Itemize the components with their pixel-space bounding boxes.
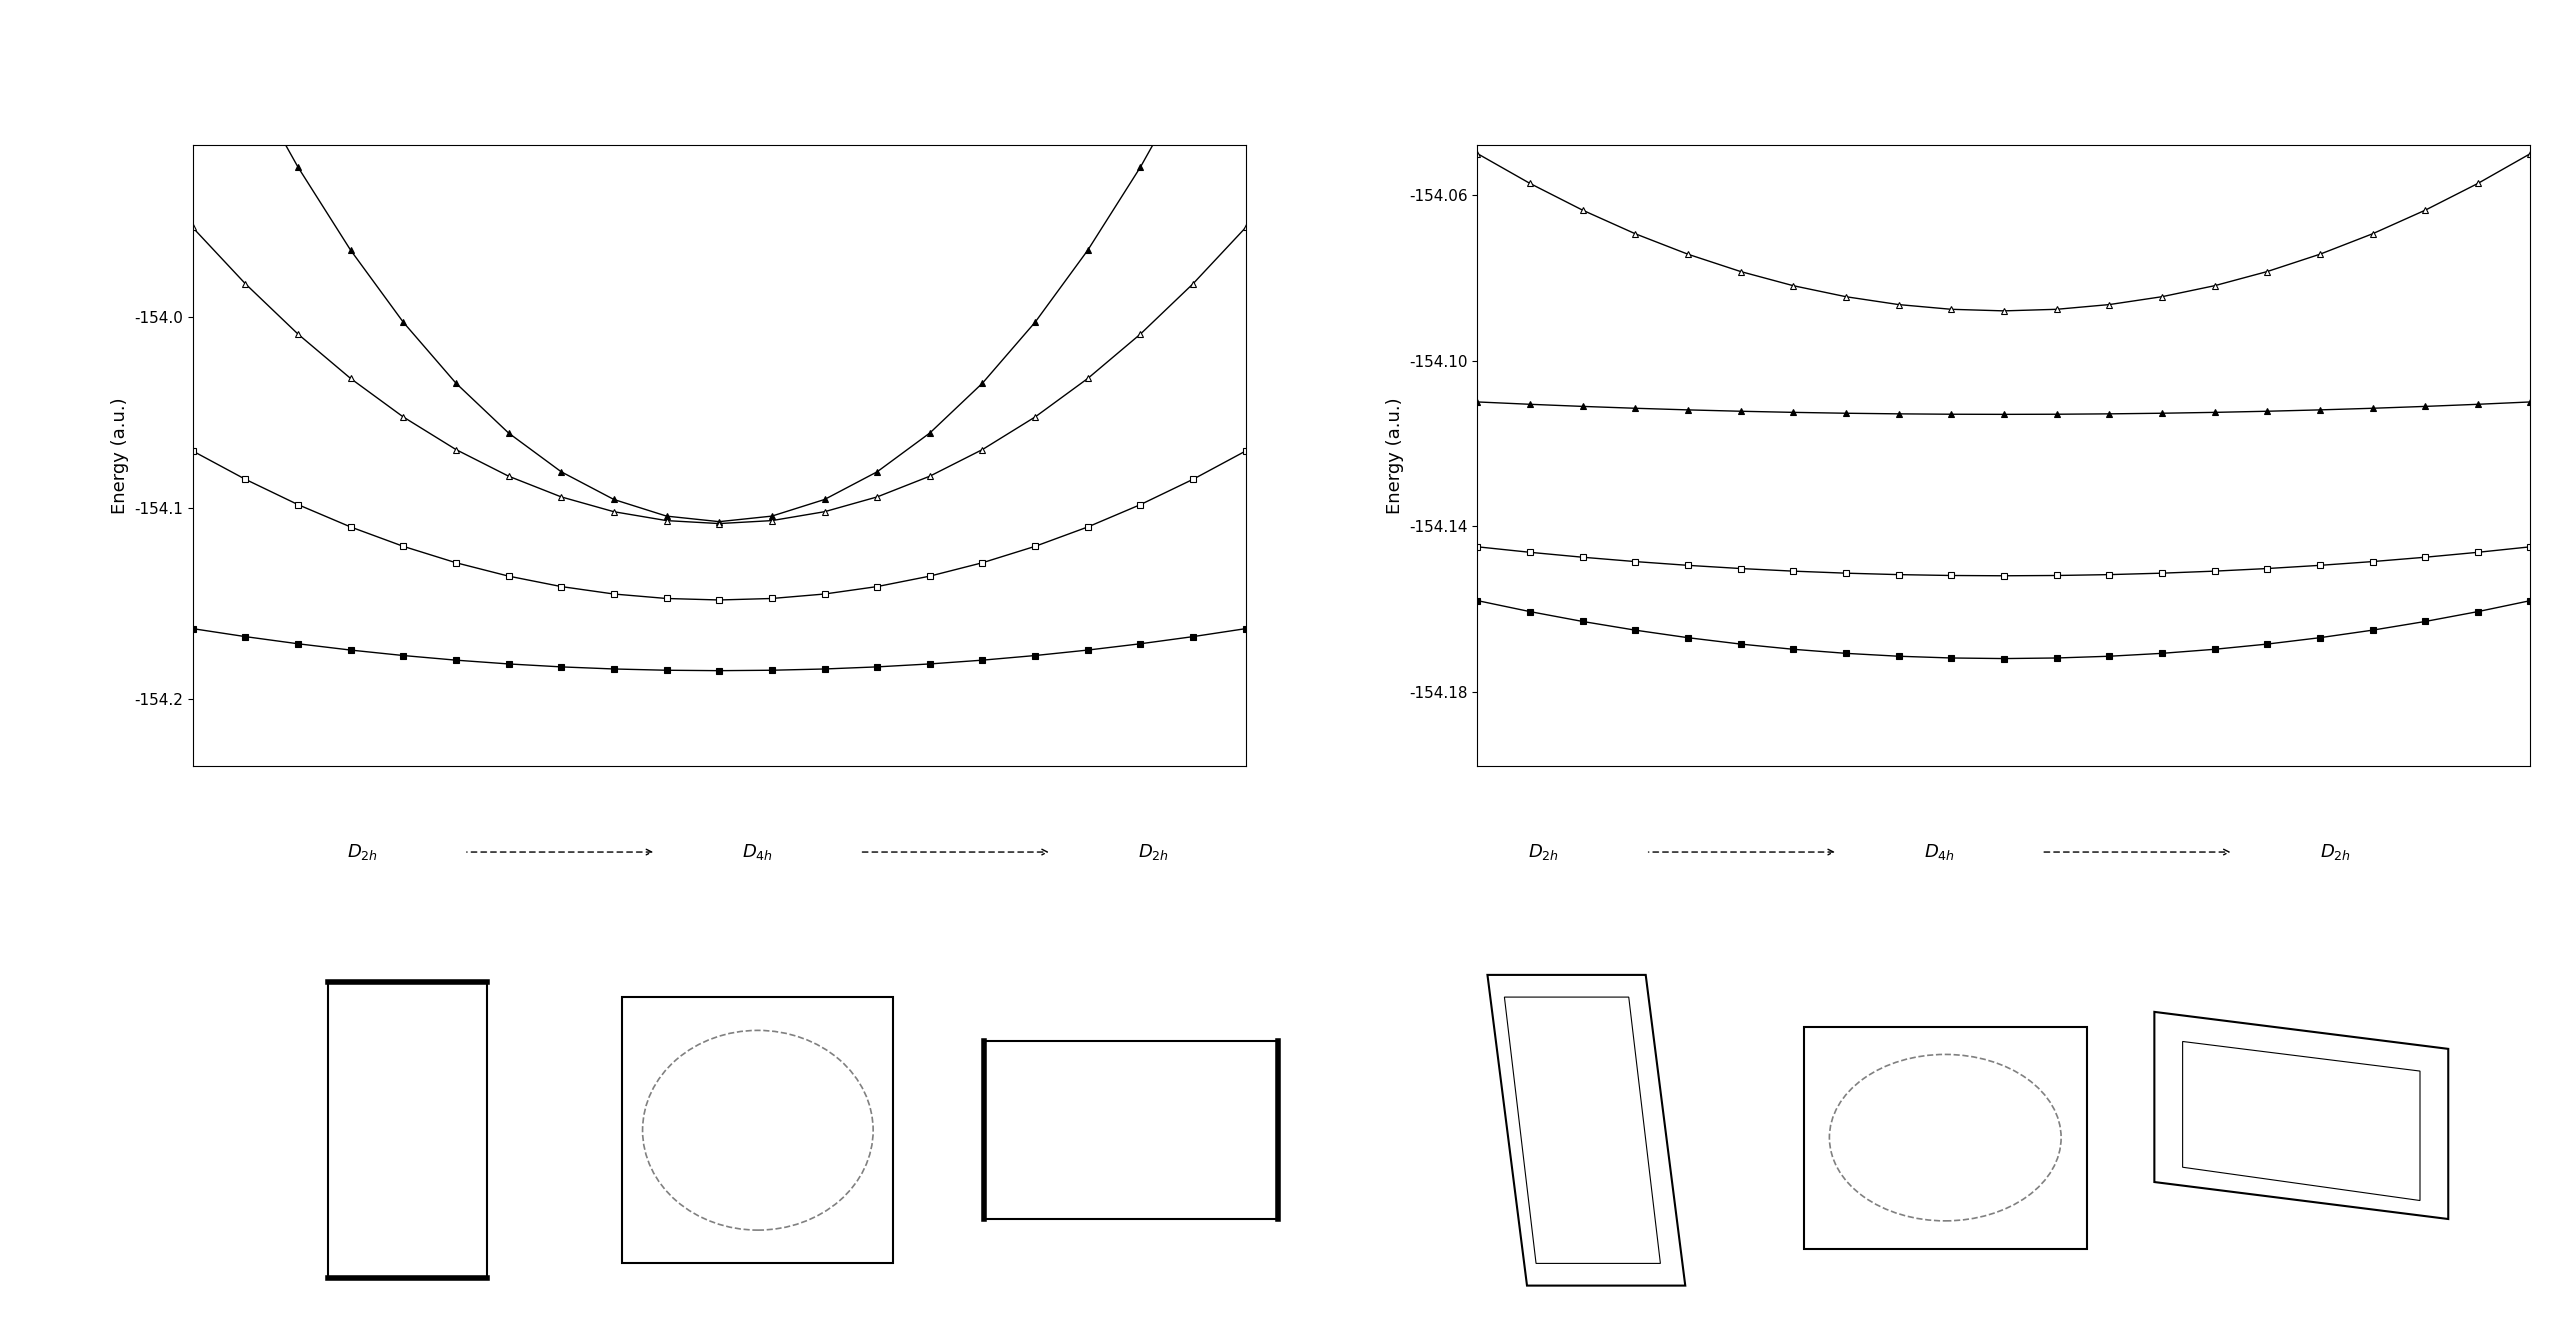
Text: $D_{4h}$: $D_{4h}$ <box>742 841 773 863</box>
Bar <box>984 1041 1277 1219</box>
Bar <box>622 997 894 1263</box>
Text: $D_{4h}$: $D_{4h}$ <box>1924 841 1955 863</box>
Bar <box>329 983 486 1279</box>
Text: $D_{2h}$: $D_{2h}$ <box>1529 841 1559 863</box>
Bar <box>1803 1026 2086 1248</box>
Y-axis label: Energy (a.u.): Energy (a.u.) <box>1385 398 1403 514</box>
Text: $D_{2h}$: $D_{2h}$ <box>2320 841 2351 863</box>
Text: $D_{2h}$: $D_{2h}$ <box>1138 841 1169 863</box>
Text: $D_{2h}$: $D_{2h}$ <box>347 841 378 863</box>
Y-axis label: Energy (a.u.): Energy (a.u.) <box>110 398 128 514</box>
